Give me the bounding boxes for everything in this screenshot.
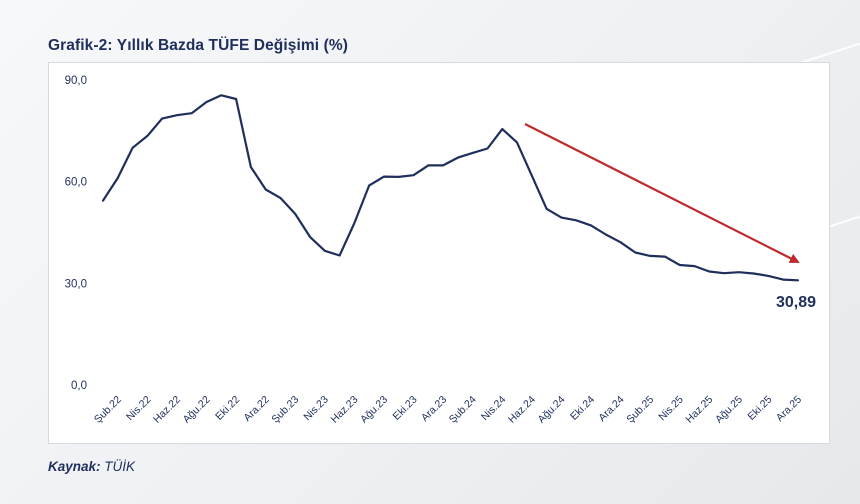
x-tick-label: Ağu.25 (713, 394, 745, 426)
y-tick-label: 90,0 (65, 75, 87, 87)
x-tick-label: Şub.25 (624, 394, 656, 426)
x-tick-label: Haz.23 (328, 394, 360, 426)
x-tick-label: Ağu.24 (536, 394, 568, 426)
source-label: Kaynak: (48, 459, 101, 474)
end-value-label: 30,89 (776, 294, 816, 311)
trend-arrow (524, 123, 800, 263)
x-tick-label: Ara.22 (241, 394, 271, 424)
x-tick-label: Eki.23 (391, 394, 420, 423)
x-tick-label: Eki.25 (745, 394, 774, 423)
source-note: Kaynak: TÜİK (48, 459, 135, 474)
source-value: TÜİK (104, 459, 136, 474)
x-tick-label: Şub.22 (92, 394, 124, 426)
x-tick-label: Nis.22 (124, 394, 154, 424)
x-tick-label: Ağu.23 (358, 394, 390, 426)
x-tick-label: Eki.22 (213, 394, 242, 423)
line-chart: 0,0 30,0 60,0 90,0 Şub.22 Nis.22Haz.22Ağu.22… (65, 75, 817, 426)
x-tick-label: Haz.22 (151, 394, 183, 426)
y-tick-label: 30,0 (65, 278, 87, 290)
x-tick-label: Ara.24 (596, 394, 626, 424)
x-tick-label: Nis.24 (479, 394, 509, 424)
x-tick-label: Haz.24 (506, 394, 538, 426)
chart-container: 0,0 30,0 60,0 90,0 Şub.22 Nis.22 Haz.22 Ağu.22… (48, 62, 830, 444)
x-tick-label: Nis.25 (656, 394, 686, 424)
series-line (101, 94, 800, 282)
chart-title: Grafik-2: Yıllık Bazda TÜFE Değişimi (%) (48, 37, 349, 54)
x-tick-label: Haz.25 (683, 394, 715, 426)
x-tick-label: Nis.23 (301, 394, 331, 424)
y-tick-label: 60,0 (65, 177, 87, 189)
x-tick-label: Ara.25 (774, 394, 804, 424)
x-tick-label: Şub.24 (447, 394, 479, 426)
x-tick-label: Şub.23 (269, 394, 301, 426)
x-tick-label: Eki.24 (568, 394, 597, 423)
x-tick-label: Ara.23 (419, 394, 449, 424)
x-tick-label: Ağu.22 (181, 394, 213, 426)
y-tick-label: 0,0 (71, 380, 87, 392)
